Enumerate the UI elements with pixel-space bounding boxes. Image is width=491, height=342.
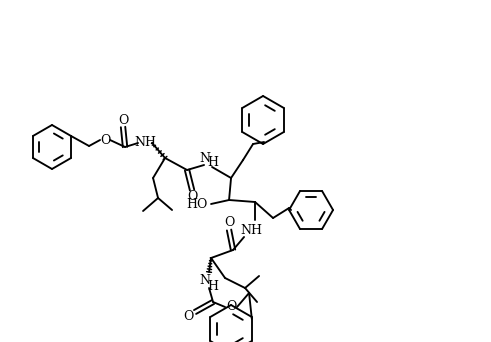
Text: H: H bbox=[208, 156, 218, 169]
Text: H: H bbox=[208, 280, 218, 293]
Text: O: O bbox=[224, 216, 234, 229]
Text: O: O bbox=[100, 133, 110, 146]
Text: NH: NH bbox=[240, 224, 262, 237]
Text: O: O bbox=[183, 311, 193, 324]
Text: N: N bbox=[199, 274, 211, 287]
Text: O: O bbox=[187, 190, 197, 203]
Text: HO: HO bbox=[187, 197, 208, 210]
Text: NH: NH bbox=[134, 135, 156, 148]
Text: N: N bbox=[199, 153, 211, 166]
Text: O: O bbox=[226, 301, 236, 314]
Text: O: O bbox=[118, 114, 128, 127]
